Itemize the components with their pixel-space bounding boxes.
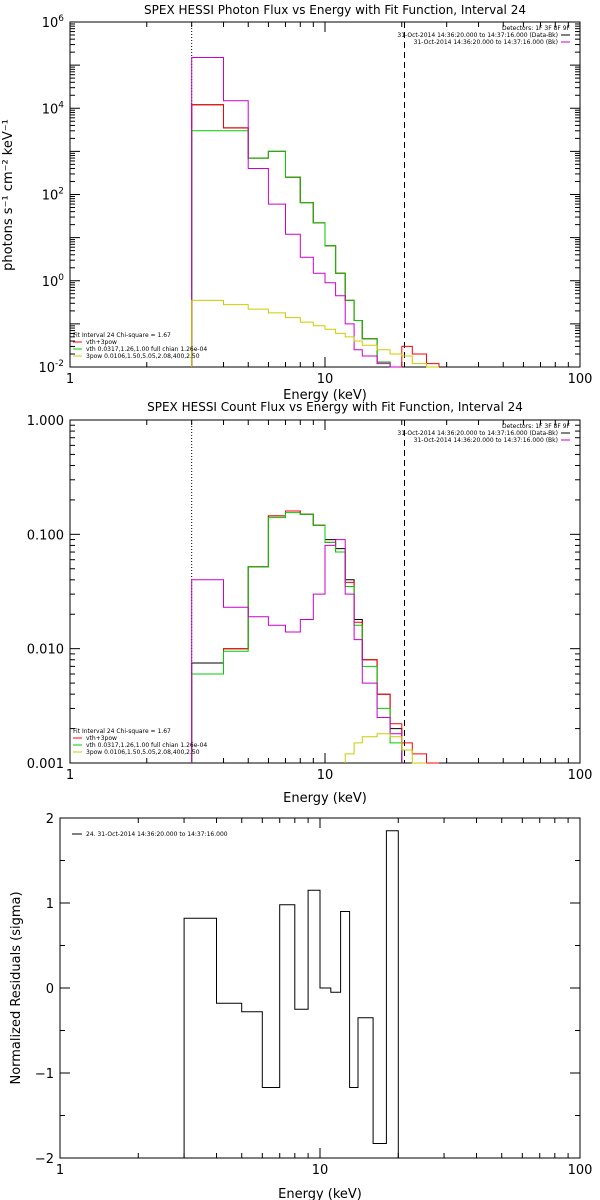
series-line-3 [191, 539, 403, 763]
x-tick-label: 1 [66, 768, 74, 783]
fit-legend-header: Fit Interval 24 Chi-square = 1.67 [73, 332, 171, 339]
y-tick-label: 1.000 [27, 414, 64, 429]
y-tick-label: 104 [42, 100, 65, 117]
legend-entry: 24. 31-Oct-2014 14:36:20.000 to 14:37:16… [86, 831, 228, 838]
y-tick-label: 0 [46, 982, 54, 997]
series-line-1 [191, 104, 440, 368]
y-tick-label: 102 [42, 187, 64, 204]
legend-header: Detectors: 1F 3F 8F 9F [502, 25, 571, 32]
x-tick-label: 10 [317, 768, 334, 783]
x-axis-label: Energy (keV) [283, 791, 367, 806]
series-line-0 [183, 830, 399, 1158]
panel-title: SPEX HESSI Photon Flux vs Energy with Fi… [144, 3, 526, 17]
y-tick-label: 0.010 [27, 643, 64, 658]
count-flux-panel: SPEX HESSI Count Flux vs Energy with Fit… [27, 400, 593, 806]
y-axis-label: Normalized Residuals (sigma) [9, 891, 24, 1084]
y-tick-label: 106 [42, 14, 65, 31]
x-tick-label: 1 [56, 1163, 64, 1178]
series-line-2 [191, 512, 403, 763]
y-tick-label: 1 [46, 897, 54, 912]
series-line-2 [191, 130, 402, 368]
fit-legend-entry: vth 0.0317,1.26,1.00 full chian 1.26e-04 [86, 742, 207, 749]
y-tick-label: 2 [46, 812, 54, 827]
series-line-0 [191, 104, 402, 368]
series-line-4 [191, 299, 439, 368]
y-tick-label: 0.001 [27, 757, 64, 772]
series-line-1 [191, 510, 439, 764]
series-line-0 [191, 510, 403, 763]
y-axis-label: photons s⁻¹ cm⁻² keV⁻¹ [1, 119, 16, 271]
fit-legend-entry: vth 0.0317,1.26,1.00 full chian 1.26e-04 [86, 346, 207, 353]
x-tick-label: 100 [568, 372, 593, 387]
legend-entry: 31-Oct-2014 14:36:20.000 to 14:37:16.000… [397, 32, 558, 39]
x-tick-label: 100 [568, 1163, 593, 1178]
fit-legend-entry: vth+3pow [86, 735, 117, 742]
x-tick-label: 10 [312, 1163, 329, 1178]
series-line-3 [191, 57, 402, 368]
y-tick-label: 10-2 [38, 359, 64, 376]
y-tick-label: 100 [42, 273, 65, 290]
x-tick-label: 1 [66, 372, 74, 387]
fit-legend-entry: 3pow 0.0106,1.50,5.05,2.08,400,2.50 [86, 353, 200, 360]
y-tick-label: 0.100 [27, 528, 64, 543]
legend-header: Detectors: 1F 3F 8F 9F [502, 423, 571, 430]
series-line-4 [344, 733, 427, 764]
x-axis-label: Energy (keV) [278, 1187, 362, 1200]
y-tick-label: −1 [35, 1067, 54, 1082]
photon-flux-panel: SPEX HESSI Photon Flux vs Energy with Fi… [1, 3, 592, 403]
legend-entry: 31-Oct-2014 14:36:20.000 to 14:37:16.000… [414, 437, 558, 444]
y-tick-label: −2 [35, 1152, 54, 1167]
legend-entry: 31-Oct-2014 14:36:20.000 to 14:37:16.000… [414, 39, 558, 46]
x-tick-label: 100 [568, 768, 593, 783]
fit-legend-header: Fit Interval 24 Chi-square = 1.67 [73, 728, 171, 735]
x-tick-label: 10 [317, 372, 334, 387]
legend-entry: 31-Oct-2014 14:36:20.000 to 14:37:16.000… [397, 430, 558, 437]
fit-legend-entry: vth+3pow [86, 339, 117, 346]
plot-frame [69, 21, 581, 368]
fit-legend-entry: 3pow 0.0106,1.50,5.05,2.08,400,2.50 [86, 749, 200, 756]
x-axis-label: Energy (keV) [283, 388, 367, 403]
panel-title: SPEX HESSI Count Flux vs Energy with Fit… [147, 400, 523, 414]
residuals-panel: Energy (keV) Normalized Residuals (sigma… [9, 812, 592, 1200]
